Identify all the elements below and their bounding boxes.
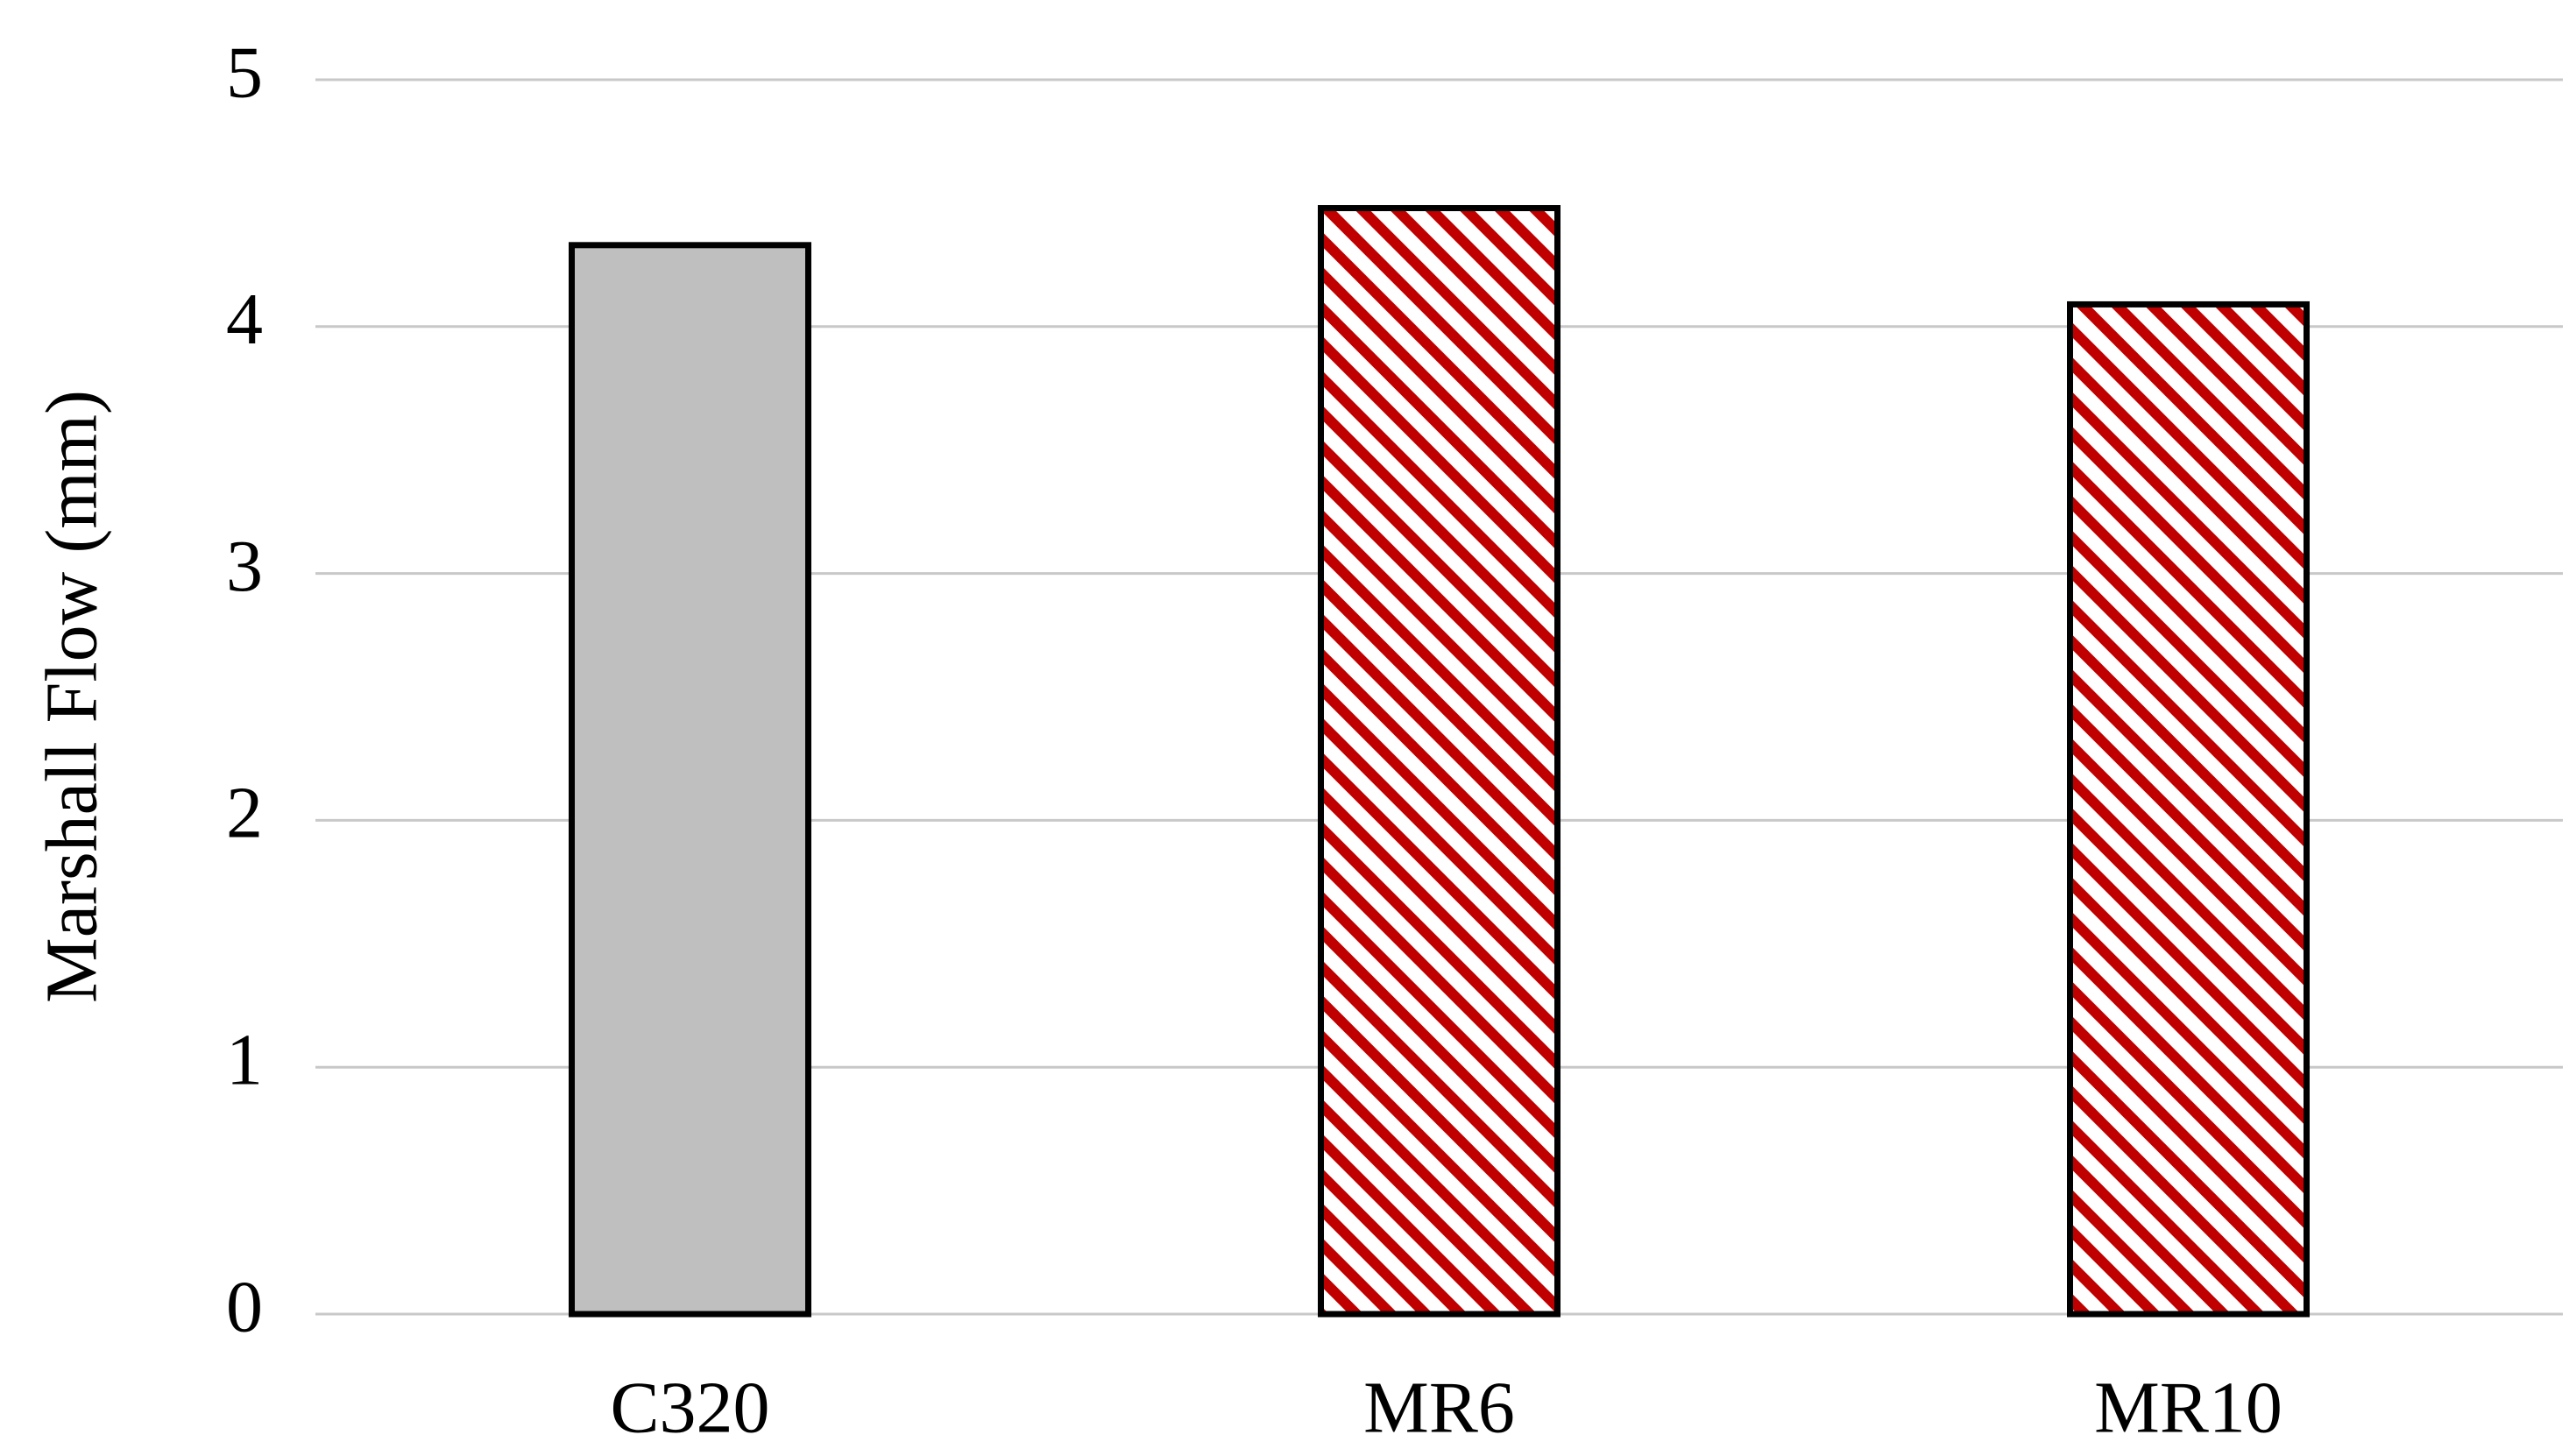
y-tick-label: 0 — [226, 1266, 263, 1347]
x-tick-label: MR6 — [1363, 1367, 1515, 1448]
x-tick-label: MR10 — [2094, 1367, 2282, 1448]
bar — [569, 242, 811, 1318]
y-tick-label: 5 — [226, 32, 263, 113]
y-tick-label: 4 — [226, 279, 263, 360]
y-tick-label: 1 — [226, 1019, 263, 1100]
y-tick-label: 3 — [226, 526, 263, 607]
bar — [2067, 300, 2310, 1318]
x-tick-label: C320 — [610, 1367, 769, 1448]
y-tick-label: 2 — [226, 773, 263, 854]
y-axis-label: Marshall Flow (mm) — [31, 390, 112, 1003]
bar — [1318, 205, 1561, 1318]
